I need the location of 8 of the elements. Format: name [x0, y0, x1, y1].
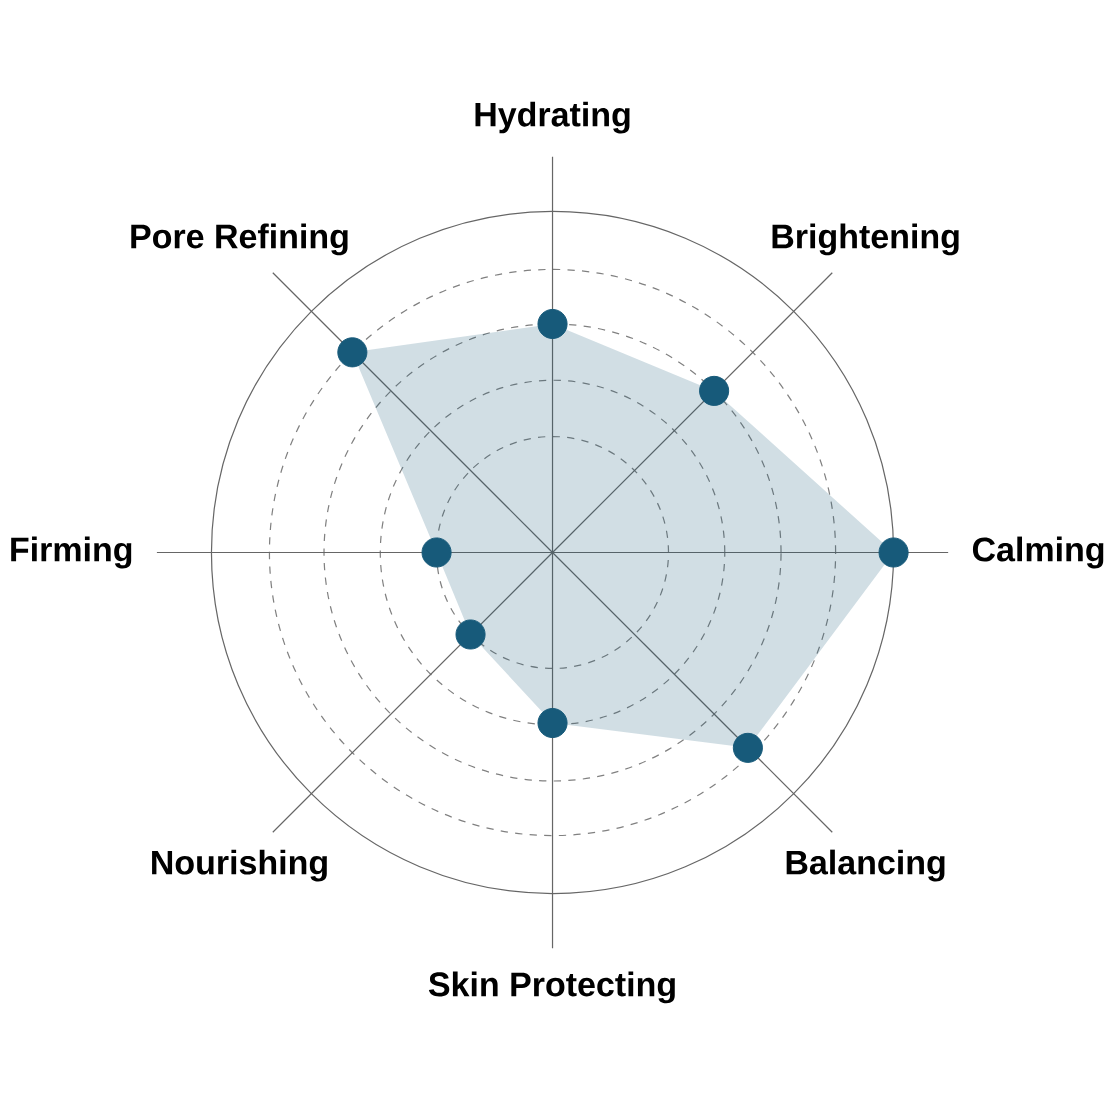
spoke-label: Skin Protecting — [428, 971, 675, 1004]
spoke-label: Calming — [972, 536, 1104, 569]
spoke-label: Nourishing — [152, 849, 327, 882]
spoke-label: Brightening — [772, 223, 959, 256]
spoke-label: Firming — [11, 536, 132, 569]
spoke-label: Pore Refining — [131, 223, 348, 256]
spoke-label: Balancing — [786, 849, 945, 882]
spoke-label: Hydrating — [475, 101, 630, 134]
